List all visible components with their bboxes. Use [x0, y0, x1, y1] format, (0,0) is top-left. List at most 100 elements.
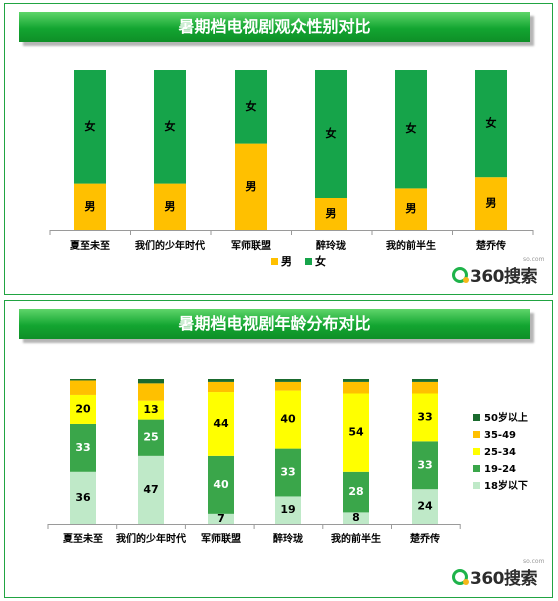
legend-label: 35-49 [484, 430, 516, 441]
category-label: 夏至未至 [62, 532, 103, 545]
bar-segment [315, 198, 347, 230]
bar-label: 女 [246, 99, 257, 113]
category-label: 夏至未至 [69, 239, 110, 252]
bar-segment [412, 379, 438, 382]
legend-label: 25-34 [484, 447, 516, 458]
so360-logo: 360搜索 [452, 262, 538, 287]
bar-label: 男 [85, 200, 96, 213]
data-label: 36 [75, 491, 91, 504]
data-label: 47 [143, 483, 158, 496]
bar-label: 女 [406, 121, 417, 135]
legend-swatch [473, 431, 480, 438]
data-label: 33 [417, 410, 432, 423]
category-label: 楚乔传 [409, 532, 440, 545]
data-label: 19 [280, 503, 295, 516]
legend-label: 男 [281, 255, 292, 268]
bar-segment [412, 393, 438, 442]
bar-segment [74, 70, 106, 184]
legend-label: 50岁以上 [484, 411, 528, 424]
data-label: 40 [280, 413, 296, 426]
so360-logo: 360搜索 [452, 564, 538, 589]
bar-segment [138, 400, 164, 420]
category-label: 军师联盟 [201, 532, 241, 545]
bar-segment [412, 441, 438, 490]
bar-segment [70, 471, 96, 524]
bar-segment [138, 455, 164, 524]
age-chart: 36 33 20 夏至未至 47 25 13 我们的少年时代 7 40 44 军师联盟 19 33 40 醉玲… [47, 379, 528, 545]
legend-swatch [473, 482, 480, 489]
bar-segment [475, 70, 507, 178]
bar-segment [235, 70, 267, 144]
bar-segment [395, 70, 427, 189]
bar-segment [70, 380, 96, 395]
bar-segment [208, 379, 234, 382]
data-label: 28 [348, 485, 363, 498]
data-label: 7 [217, 512, 225, 525]
bar-segment [235, 143, 267, 230]
bar-segment [275, 390, 301, 449]
bar-segment [154, 70, 186, 184]
data-label: 13 [143, 403, 158, 416]
bar-segment [208, 392, 234, 456]
bar-segment [208, 381, 234, 393]
bar-segment [395, 188, 427, 230]
category-label: 我的前半生 [331, 532, 381, 545]
bar-segment [343, 471, 369, 513]
bar-segment [475, 177, 507, 230]
data-label: 54 [348, 426, 364, 439]
bar-segment [154, 183, 186, 230]
bar-label: 男 [246, 180, 257, 193]
bar-label: 男 [486, 197, 497, 210]
data-label: 33 [280, 466, 295, 479]
bar-segment [70, 379, 96, 381]
bar-label: 男 [326, 207, 337, 220]
bar-segment [138, 383, 164, 401]
so360-logo-icon [452, 266, 469, 283]
bar-segment [275, 379, 301, 382]
category-label: 醉玲珑 [316, 239, 346, 252]
category-label: 楚乔传 [475, 239, 506, 252]
bar-label: 男 [406, 202, 417, 215]
legend-swatch [271, 258, 278, 265]
legend-label: 18岁以下 [484, 479, 528, 492]
gender-chart-title: 暑期档电视剧观众性别对比 [19, 12, 530, 42]
bar-segment [412, 489, 438, 524]
category-label: 醉玲珑 [273, 532, 303, 545]
category-label: 我们的少年时代 [135, 239, 205, 252]
data-label: 25 [143, 431, 158, 444]
legend-swatch [473, 465, 480, 472]
bar-segment [343, 512, 369, 524]
bar-segment [138, 379, 164, 384]
data-label: 44 [213, 417, 229, 430]
bar-segment [412, 381, 438, 394]
data-label: 40 [213, 478, 229, 491]
bar-segment [343, 379, 369, 382]
bar-segment [343, 393, 369, 472]
bar-segment [70, 423, 96, 472]
data-label: 24 [417, 500, 433, 513]
gender-chart-panel: 暑期档电视剧观众性别对比 男女夏至未至男女我们的少年时代男女军师联盟男女醉玲珑男… [4, 3, 553, 295]
bar-segment [70, 394, 96, 424]
gender-chart: 男女夏至未至男女我们的少年时代男女军师联盟男女醉玲珑男女我的前半生男女楚乔传男女 [49, 70, 534, 268]
legend-label: 19-24 [484, 464, 516, 475]
so360-logo-icon [452, 568, 469, 585]
bar-segment [315, 70, 347, 198]
bar-segment [343, 381, 369, 394]
age-chart-title: 暑期档电视剧年龄分布对比 [19, 309, 530, 339]
bar-label: 女 [85, 119, 96, 133]
bar-label: 男 [165, 200, 176, 213]
category-label: 军师联盟 [231, 239, 271, 252]
data-label: 33 [75, 441, 90, 454]
bar-segment [275, 496, 301, 524]
age-chart-panel: 暑期档电视剧年龄分布对比 36 33 20 夏至未至 47 25 13 我们的少年时代 7 40 4… [4, 300, 553, 598]
data-label: 8 [352, 511, 360, 524]
bar-segment [208, 513, 234, 524]
legend-swatch [305, 258, 312, 265]
bar-segment [208, 455, 234, 514]
legend-swatch [473, 448, 480, 455]
bar-segment [138, 419, 164, 456]
category-label: 我们的少年时代 [116, 532, 186, 545]
category-label: 我的前半生 [386, 239, 436, 252]
bar-segment [275, 448, 301, 497]
data-label: 33 [417, 458, 432, 471]
